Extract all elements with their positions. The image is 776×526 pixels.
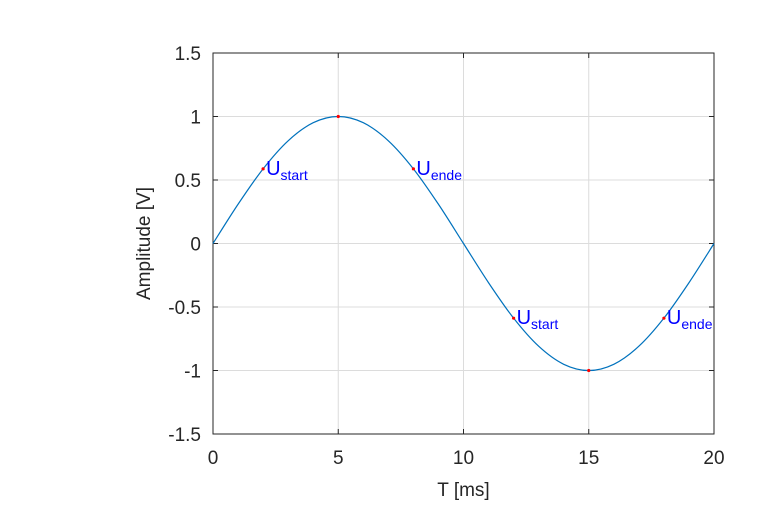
x-tick-label: 0 <box>208 448 219 469</box>
x-tick-label: 5 <box>333 448 344 469</box>
annotation-label: Ustart <box>517 307 559 332</box>
annotation-label: Uende <box>667 307 713 332</box>
x-tick-label: 10 <box>453 448 474 469</box>
x-axis-label: T [ms] <box>437 480 489 501</box>
data-marker <box>662 316 666 320</box>
axis-ticks <box>212 52 715 435</box>
tick-labels: 0 5 10 15 20 1.5 1 0.5 0 -0.5 -1 -1.5 <box>168 44 724 469</box>
y-tick-label: -1.5 <box>168 425 201 446</box>
annotation-label: Uende <box>416 158 462 183</box>
y-tick-label: -1 <box>184 362 201 383</box>
y-tick-label: 0.5 <box>175 171 201 192</box>
data-marker <box>261 167 265 171</box>
y-tick-label: 0 <box>190 235 201 256</box>
markers <box>261 114 666 373</box>
y-tick-label: 1 <box>190 108 201 129</box>
data-marker <box>587 368 591 373</box>
y-tick-label: -0.5 <box>168 298 201 319</box>
y-axis-label: Amplitude [V] <box>134 187 155 300</box>
data-marker <box>511 316 516 320</box>
data-marker <box>411 167 415 171</box>
annotation-label: Ustart <box>266 158 308 183</box>
x-tick-label: 20 <box>703 448 724 469</box>
data-marker <box>336 114 340 119</box>
y-tick-label: 1.5 <box>175 44 201 65</box>
annotations: Ustart Uende Ustart Uende <box>266 158 713 332</box>
x-tick-label: 15 <box>578 448 599 469</box>
sine-series-line <box>212 115 715 372</box>
